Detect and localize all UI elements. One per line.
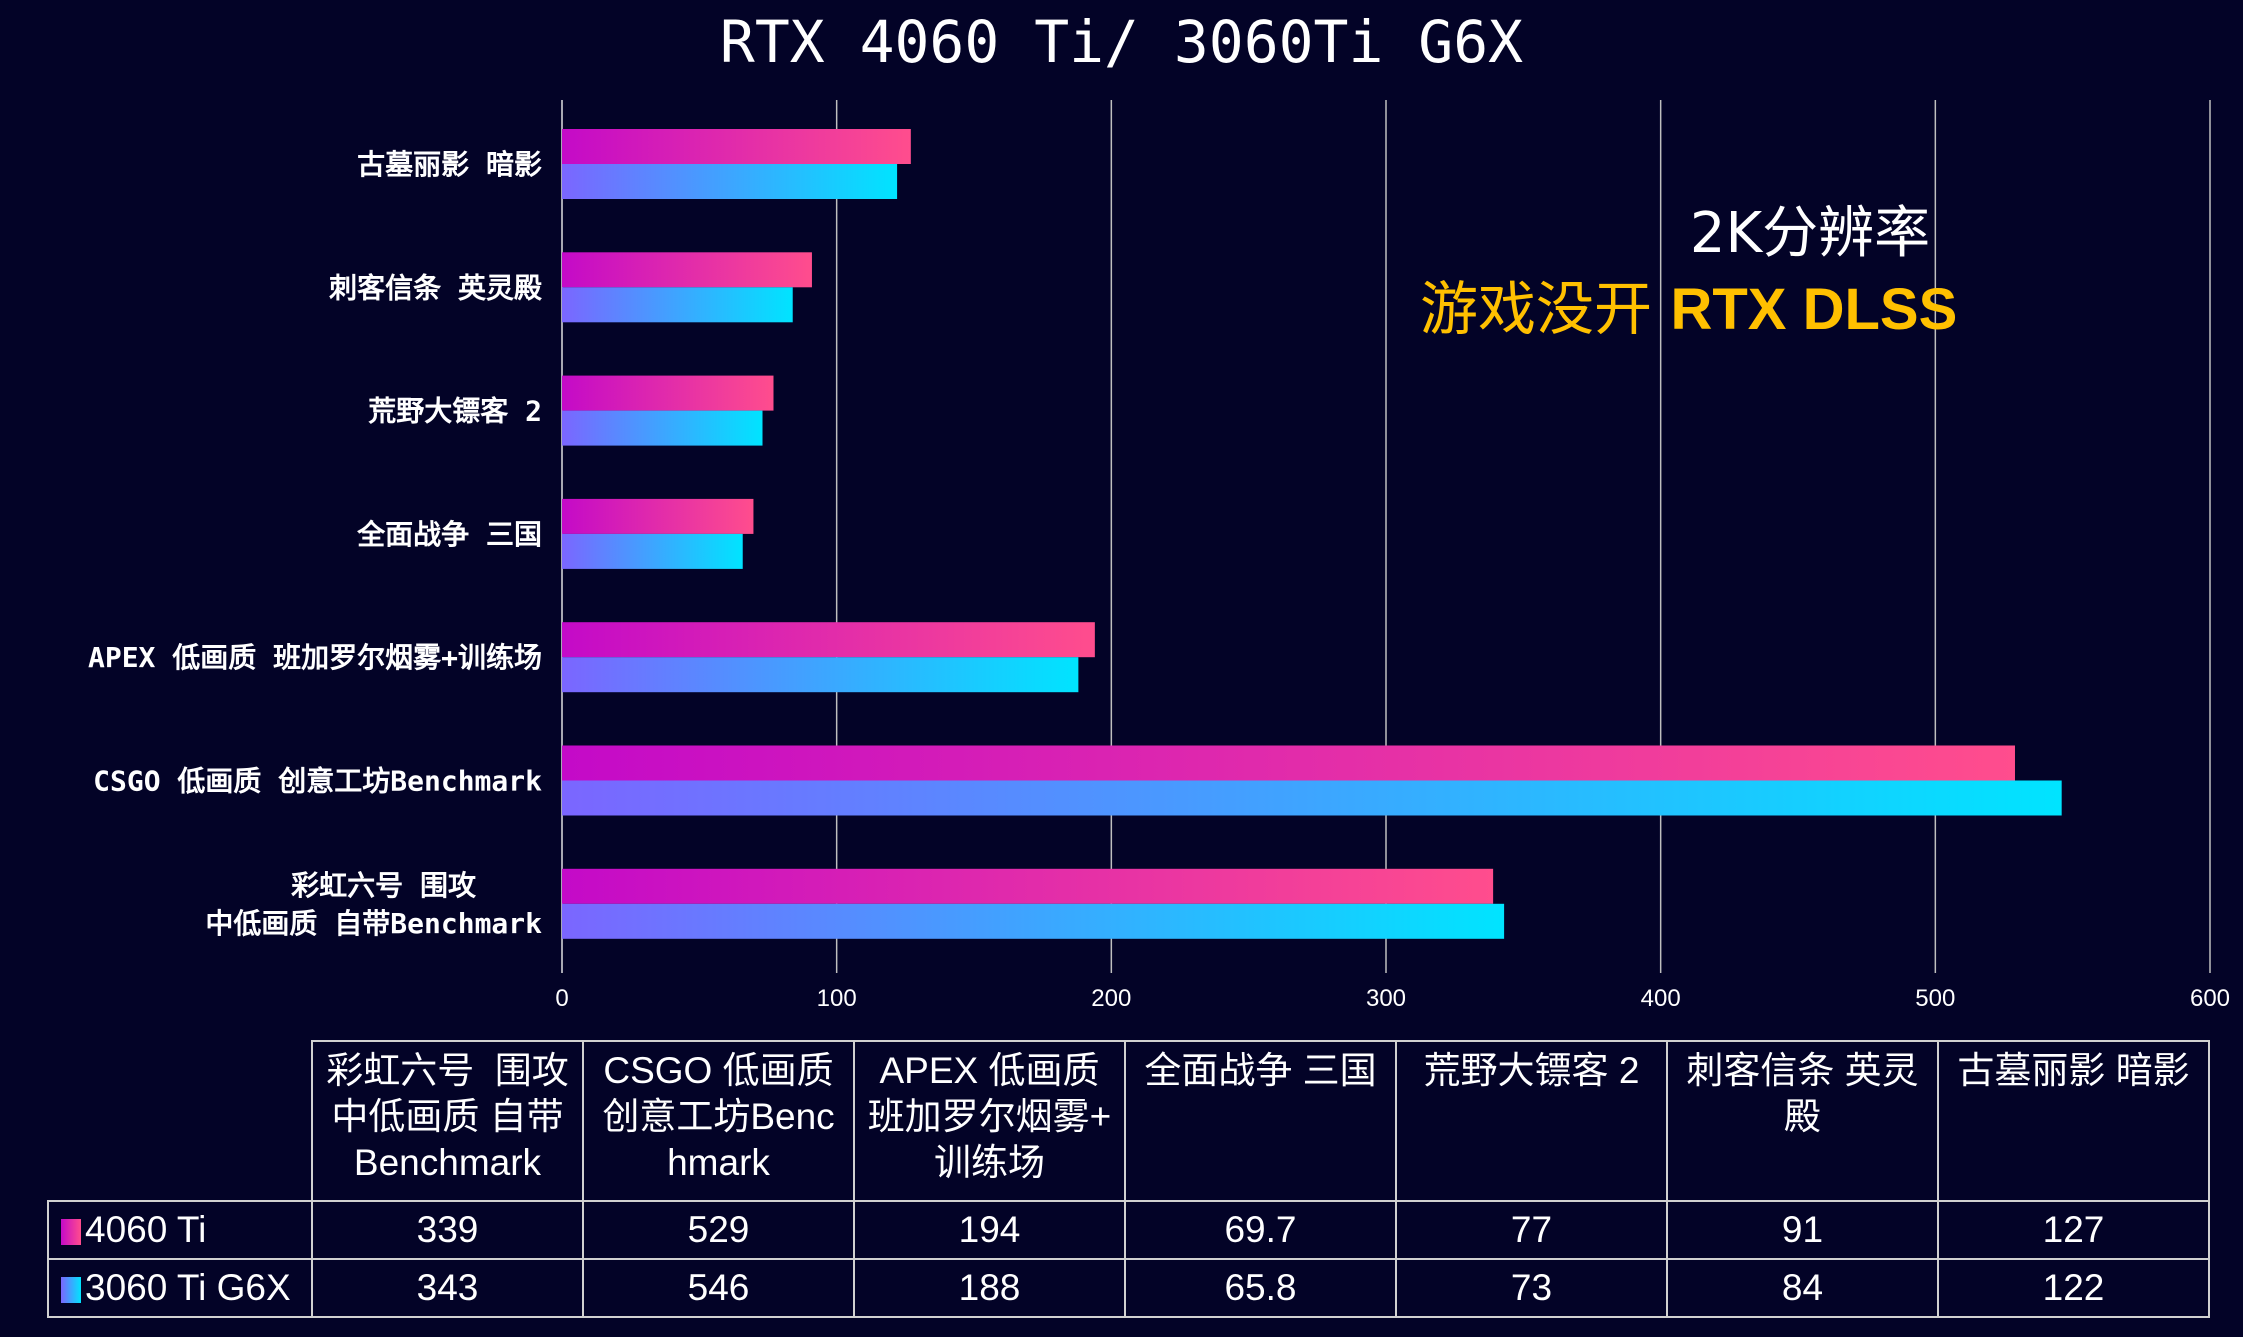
legend-swatch (61, 1277, 81, 1303)
bar-4060ti (562, 129, 911, 164)
series-label: 3060 Ti G6X (47, 1258, 313, 1318)
data-table: 彩虹六号 围攻 中低画质 自带 Benchmark CSGO 低画质 创意工坊Benc h… (47, 1040, 2210, 1318)
series-label: 4060 Ti (47, 1200, 313, 1260)
resolution-annotation: 2K分辨率 (1689, 201, 1931, 266)
table-cell: 122 (1937, 1258, 2210, 1318)
x-tick-label: 500 (1915, 985, 1955, 1012)
table-header-cell: 古墓丽影 暗影 (1937, 1040, 2210, 1202)
category-label: 古墓丽影 暗影 (357, 148, 542, 181)
table-cell: 77 (1395, 1200, 1668, 1260)
table-row: 3060 Ti G6X 343 546 188 65.8 73 84 122 (47, 1258, 2210, 1318)
category-label: APEX 低画质 班加罗尔烟雾+训练场 (88, 641, 542, 674)
table-header-cell: 荒野大镖客 2 (1395, 1040, 1668, 1202)
category-label: CSGO 低画质 创意工坊Benchmark (93, 765, 542, 798)
dlss-annotation-en: RTX DLSS (1670, 277, 1958, 342)
bar-3060ti-g6x (562, 410, 763, 446)
table-header-cell: 刺客信条 英灵殿 (1666, 1040, 1939, 1202)
table-cell: 91 (1666, 1200, 1939, 1260)
series-name: 3060 Ti G6X (85, 1267, 291, 1308)
table-row: 4060 Ti 339 529 194 69.7 77 91 127 (47, 1200, 2210, 1260)
table-cell: 69.7 (1124, 1200, 1397, 1260)
table-cell: 546 (582, 1258, 855, 1318)
category-label: 刺客信条 英灵殿 (329, 271, 542, 304)
table-header-cell: 彩虹六号 围攻 中低画质 自带 Benchmark (311, 1040, 584, 1202)
table-cell: 343 (311, 1258, 584, 1318)
bar-3060ti-g6x (562, 533, 743, 569)
table-header-cell: APEX 低画质 班加罗尔烟雾+ 训练场 (853, 1040, 1126, 1202)
table-cell: 65.8 (1124, 1258, 1397, 1318)
chart-title: RTX 4060 Ti/ 3060Ti G6X (719, 8, 1524, 76)
bar-3060ti-g6x (562, 164, 898, 199)
x-tick-label: 300 (1366, 985, 1406, 1012)
bar-4060ti (562, 498, 754, 534)
table-cell: 84 (1666, 1258, 1939, 1318)
table-cell: 529 (582, 1200, 855, 1260)
table-cell: 194 (853, 1200, 1126, 1260)
x-tick-label: 200 (1091, 985, 1131, 1012)
dlss-annotation-cn: 游戏没开 (1420, 275, 1653, 343)
category-label: 荒野大镖客 2 (368, 395, 542, 428)
table-cell: 127 (1937, 1200, 2210, 1260)
bar-4060ti (562, 375, 774, 411)
bar-3060ti-g6x (562, 287, 793, 323)
table-header-cell: CSGO 低画质 创意工坊Benc hmark (582, 1040, 855, 1202)
category-label: 彩虹六号 围攻 (291, 869, 477, 902)
dlss-annotation: 游戏没开 RTX DLSS (1420, 262, 1957, 346)
bar-3060ti-g6x (562, 657, 1079, 693)
table-cell: 188 (853, 1258, 1126, 1318)
bar-4060ti (562, 745, 2015, 781)
x-tick-label: 0 (555, 985, 568, 1012)
bar-4060ti (562, 622, 1095, 658)
table-cell: 339 (311, 1200, 584, 1260)
table-corner (48, 1041, 313, 1202)
bar-4060ti (562, 252, 812, 288)
x-tick-label: 400 (1641, 985, 1681, 1012)
table-cell: 73 (1395, 1258, 1668, 1318)
category-label: 全面战争 三国 (356, 518, 542, 551)
category-label: 中低画质 自带Benchmark (205, 907, 542, 940)
bar-3060ti-g6x (562, 780, 2062, 816)
series-name: 4060 Ti (85, 1209, 207, 1250)
x-tick-label: 600 (2190, 985, 2230, 1012)
table-header-cell: 全面战争 三国 (1124, 1040, 1397, 1202)
legend-swatch (61, 1219, 81, 1245)
bar-4060ti (562, 868, 1494, 904)
x-tick-label: 100 (817, 985, 857, 1012)
bar-3060ti-g6x (562, 903, 1505, 939)
